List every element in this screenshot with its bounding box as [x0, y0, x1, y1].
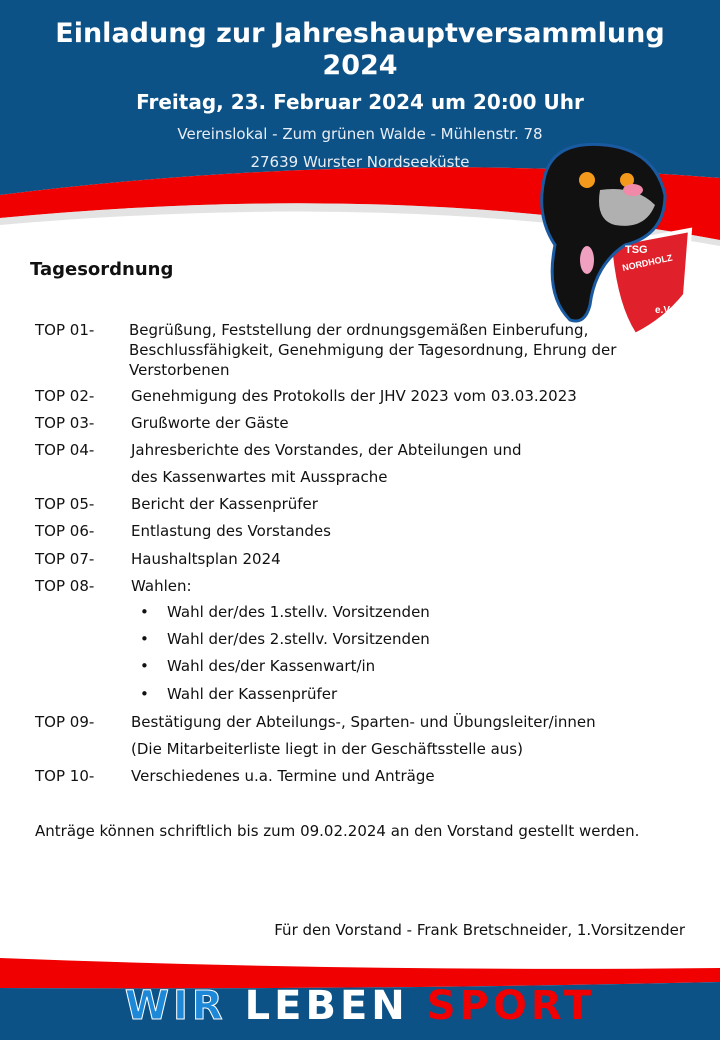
agenda-text: (Die Mitarbeiterliste liegt in der Gesch… [131, 740, 523, 758]
slogan-word-3: SPORT [426, 983, 596, 1029]
club-logo-panther: TSG NORDHOLZ e.V. [540, 142, 693, 335]
event-date: Freitag, 23. Februar 2024 um 20:00 Uhr [136, 90, 584, 114]
agenda-text: Bestätigung der Abteilungs-, Sparten- un… [131, 713, 596, 731]
location-line-1: Vereinslokal - Zum grünen Walde - Mühlen… [177, 125, 543, 143]
agenda-text: Grußworte der Gäste [131, 414, 289, 432]
bullet-text: Wahl der/des 2.stellv. Vorsitzenden [167, 630, 430, 648]
page-title: Einladung zur Jahreshauptversammlung 202… [55, 18, 665, 81]
bullet-text: Wahl der Kassenprüfer [167, 685, 338, 703]
footer-slogan: WIR LEBEN SPORT [0, 983, 720, 1030]
agenda-key: TOP 02- [35, 387, 95, 405]
agenda-text: Verschiedenes u.a. Termine und Anträge [131, 767, 435, 785]
signature: Für den Vorstand - Frank Bretschneider, … [274, 921, 685, 939]
bullet-icon: • [140, 657, 149, 675]
agenda-text: Genehmigung des Protokolls der JHV 2023 … [131, 387, 577, 405]
bullet-item: • Wahl der/des 2.stellv. Vorsitzenden [140, 630, 430, 648]
bullet-item: • Wahl der Kassenprüfer [140, 685, 337, 703]
agenda-text: Begrüßung, Feststellung der ordnungsgemä… [129, 321, 617, 379]
agenda-heading: Tagesordnung [30, 259, 174, 280]
bullet-item: • Wahl des/der Kassenwart/in [140, 657, 375, 675]
slogan-word-2: LEBEN [244, 983, 409, 1029]
agenda-key: TOP 08- [35, 577, 95, 595]
bullet-text: Wahl des/der Kassenwart/in [167, 657, 376, 675]
agenda-key: TOP 07- [35, 550, 95, 568]
svg-text:e.V.: e.V. [655, 305, 672, 316]
bullet-text: Wahl der/des 1.stellv. Vorsitzenden [167, 603, 430, 621]
bullet-icon: • [140, 603, 149, 621]
agenda-text: Haushaltsplan 2024 [131, 550, 281, 568]
agenda-key: TOP 03- [35, 414, 95, 432]
agenda-key: TOP 01- [35, 321, 95, 339]
agenda-text: Entlastung des Vorstandes [131, 522, 331, 540]
svg-text:TSG: TSG [625, 244, 648, 256]
location-line-2: 27639 Wurster Nordseeküste [250, 153, 470, 171]
agenda-text: Jahresberichte des Vorstandes, der Abtei… [131, 441, 522, 459]
footer-banner [0, 958, 720, 1040]
agenda-text: des Kassenwartes mit Aussprache [131, 468, 388, 486]
agenda-key: TOP 09- [35, 713, 95, 731]
bullet-icon: • [140, 630, 149, 648]
agenda-text: Bericht der Kassenprüfer [131, 495, 318, 513]
bullet-item: • Wahl der/des 1.stellv. Vorsitzenden [140, 603, 430, 621]
slogan-word-1: WIR [124, 983, 227, 1030]
header-banner [0, 0, 720, 260]
agenda-text: Wahlen: [131, 577, 192, 595]
agenda-key: TOP 05- [35, 495, 95, 513]
bullet-icon: • [140, 685, 149, 703]
agenda-key: TOP 06- [35, 522, 95, 540]
submission-note: Anträge können schriftlich bis zum 09.02… [35, 822, 640, 840]
agenda-key: TOP 04- [35, 441, 95, 459]
agenda-key: TOP 10- [35, 767, 95, 785]
